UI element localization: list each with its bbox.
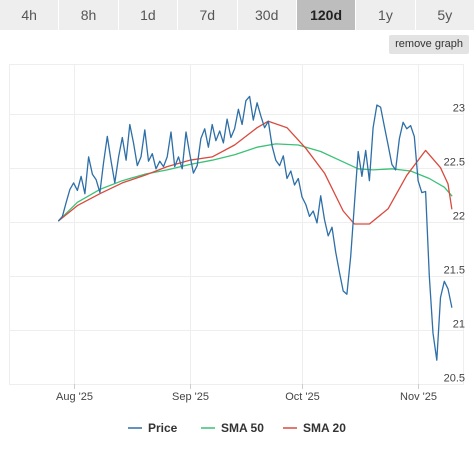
range-tab-5y[interactable]: 5y [415, 0, 474, 30]
x-tick-label: Aug '25 [56, 391, 93, 403]
range-tab-120d[interactable]: 120d [296, 0, 357, 30]
series-line-price [58, 95, 453, 361]
plot-area-border [9, 64, 464, 385]
range-tab-7d[interactable]: 7d [178, 0, 238, 30]
y-tick-label: 21 [453, 319, 465, 331]
y-tick-label: 23 [453, 103, 465, 115]
legend-label: Price [148, 421, 178, 435]
y-tick-label: 22 [453, 211, 465, 223]
legend-item-sma-20[interactable]: SMA 20 [283, 421, 346, 435]
range-tab-4h[interactable]: 4h [0, 0, 60, 30]
legend-label: SMA 20 [303, 421, 346, 435]
series-lines [58, 95, 453, 361]
legend-item-price[interactable]: Price [128, 421, 178, 435]
range-tab-8h[interactable]: 8h [59, 0, 119, 30]
x-tick-label: Sep '25 [172, 391, 209, 403]
legend-label: SMA 50 [221, 421, 264, 435]
range-tab-30d[interactable]: 30d [237, 0, 297, 30]
y-tick-label: 20.5 [444, 373, 465, 385]
x-axis-ticks: Aug '25 Sep '25 Oct '25 Nov '25 [56, 384, 437, 403]
y-tick-label: 22.5 [444, 157, 465, 169]
remove-graph-button[interactable]: remove graph [389, 35, 469, 54]
legend: Price SMA 50 SMA 20 [128, 421, 346, 435]
x-tick-label: Oct '25 [285, 391, 320, 403]
range-tab-bar: 4h 8h 1d 7d 30d 120d 1y 5y [0, 0, 474, 30]
y-tick-label: 21.5 [444, 265, 465, 277]
x-tick-label: Nov '25 [400, 391, 437, 403]
y-axis-ticks: 23 22.5 22 21.5 21 20.5 [444, 103, 465, 385]
series-line-sma-50 [58, 143, 453, 222]
range-tab-1y[interactable]: 1y [356, 0, 416, 30]
gridlines [10, 65, 463, 385]
series-line-sma-20 [58, 120, 453, 225]
legend-item-sma-50[interactable]: SMA 50 [201, 421, 264, 435]
range-tab-1d[interactable]: 1d [118, 0, 179, 30]
